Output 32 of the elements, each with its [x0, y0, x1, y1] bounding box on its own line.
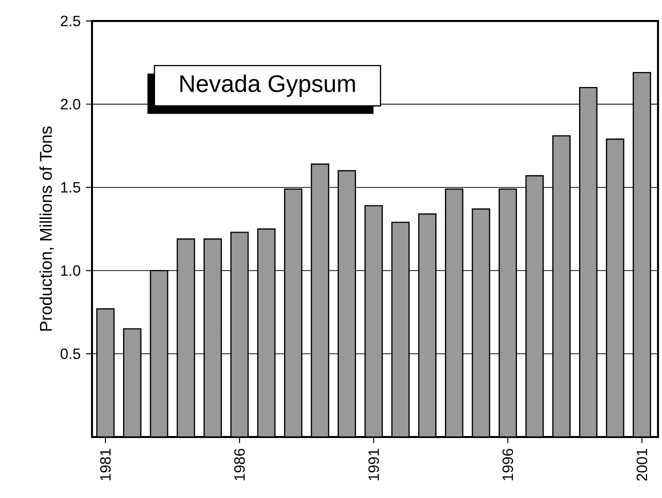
- bar: [365, 206, 382, 437]
- y-tick-label: 1.5: [61, 182, 80, 193]
- bar: [526, 176, 544, 437]
- bar: [258, 228, 275, 437]
- bar: [606, 139, 624, 437]
- y-tick-label: 2.5: [60, 16, 80, 26]
- bar: [338, 170, 356, 437]
- bar: [150, 270, 168, 437]
- bar: [580, 88, 597, 437]
- x-tick-label: 1996: [502, 448, 514, 480]
- text: Nevada Gypsum: [180, 74, 355, 97]
- y-axis-title: Production, Millions of Tons: [39, 126, 54, 331]
- bar: [311, 164, 329, 437]
- bar: [472, 209, 490, 437]
- bar: [177, 238, 194, 437]
- x-tick-label: 1991: [368, 448, 379, 480]
- bar: [96, 308, 114, 437]
- x-tick-label: 2001: [636, 448, 648, 481]
- bar: [418, 214, 436, 437]
- bar: [499, 189, 516, 437]
- x-tick-label: 1986: [234, 448, 245, 480]
- bar: [230, 232, 248, 437]
- y-tick-label: 1.0: [61, 265, 80, 276]
- bar: [552, 136, 570, 437]
- y-tick-label: 0.5: [60, 348, 80, 360]
- bar: [284, 189, 302, 437]
- x-tick-label: 1981: [100, 448, 111, 480]
- bar: [446, 189, 463, 437]
- bar: [392, 222, 410, 437]
- y-tick-label: 2.0: [60, 98, 80, 110]
- bar: [204, 238, 222, 437]
- bar: [632, 72, 652, 437]
